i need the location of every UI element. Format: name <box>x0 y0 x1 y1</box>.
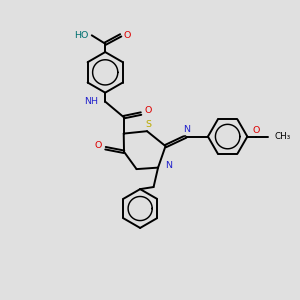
Text: S: S <box>146 120 152 129</box>
Text: O: O <box>145 106 152 115</box>
Text: O: O <box>124 31 131 40</box>
Text: N: N <box>183 125 190 134</box>
Text: O: O <box>94 141 102 150</box>
Text: NH: NH <box>84 97 98 106</box>
Text: O: O <box>253 126 260 135</box>
Text: N: N <box>165 161 172 170</box>
Text: CH₃: CH₃ <box>274 132 290 141</box>
Text: HO: HO <box>74 31 88 40</box>
